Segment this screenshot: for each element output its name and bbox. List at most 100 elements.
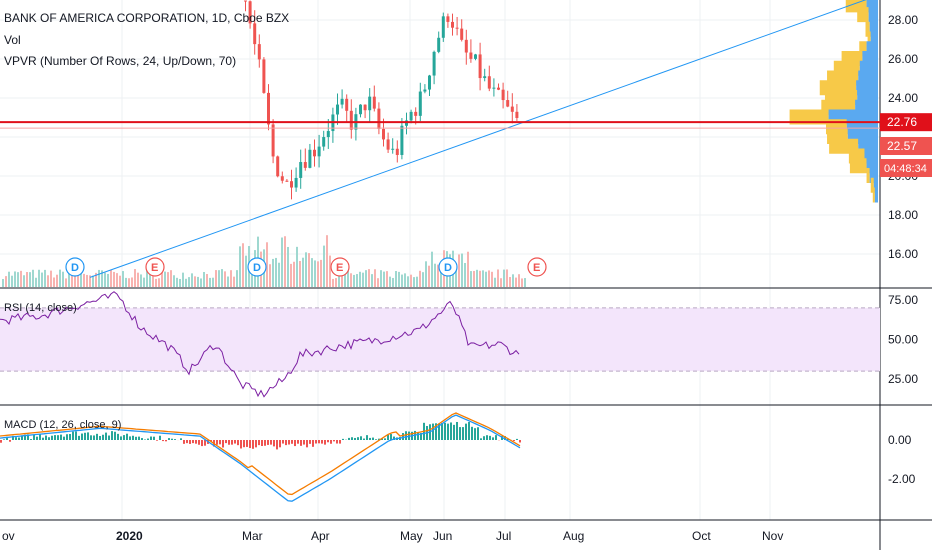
candle-body xyxy=(497,87,500,90)
macd-histogram-bar xyxy=(0,440,2,443)
volume-bar xyxy=(374,269,376,287)
volume-bar xyxy=(80,272,82,287)
macd-histogram-bar xyxy=(240,440,242,449)
macd-histogram-bar xyxy=(393,436,395,440)
volume-bar xyxy=(59,269,61,287)
macd-histogram-bar xyxy=(111,431,113,440)
volume-bar xyxy=(137,272,139,287)
volume-bar xyxy=(308,253,310,287)
macd-histogram-bar xyxy=(474,428,476,440)
macd-histogram-bar xyxy=(477,427,479,440)
macd-histogram-bar xyxy=(60,434,62,440)
volume-bar xyxy=(341,271,343,287)
countdown-label-bg xyxy=(880,159,932,177)
volume-bar xyxy=(26,272,28,287)
volume-bar xyxy=(311,258,313,287)
macd-histogram-bar xyxy=(165,440,167,442)
volume-bar xyxy=(314,260,316,287)
macd-histogram-bar xyxy=(159,435,161,440)
volume-legend: Vol xyxy=(4,33,21,47)
macd-histogram-bar xyxy=(309,440,311,444)
volume-bar xyxy=(464,263,466,287)
volume-bar xyxy=(473,270,475,287)
time-tick-label: Jun xyxy=(433,529,452,543)
macd-histogram-bar xyxy=(138,436,140,440)
volume-bar xyxy=(434,263,436,287)
volume-bar xyxy=(83,273,85,287)
candle-body xyxy=(483,76,487,79)
candle-body xyxy=(257,44,261,60)
volume-bar xyxy=(284,236,286,287)
rsi-line xyxy=(0,291,520,398)
volume-bar xyxy=(440,268,442,287)
time-tick-label: Oct xyxy=(692,529,711,543)
volume-bar xyxy=(224,271,226,287)
macd-histogram-bar xyxy=(189,440,191,444)
macd-histogram-bar xyxy=(192,440,194,444)
macd-histogram-bar xyxy=(24,434,26,440)
macd-histogram-bar xyxy=(402,433,404,440)
macd-histogram-bar xyxy=(300,440,302,446)
volume-bar xyxy=(407,276,409,287)
volume-bar xyxy=(425,261,427,287)
macd-histogram-bar xyxy=(312,440,314,447)
macd-histogram-bar xyxy=(216,440,218,445)
macd-histogram-bar xyxy=(261,440,263,446)
macd-histogram-bar xyxy=(282,440,284,444)
candle-body xyxy=(280,176,284,181)
macd-histogram-bar xyxy=(123,435,125,440)
macd-histogram-bar xyxy=(444,422,446,440)
candle-body xyxy=(510,106,514,112)
macd-histogram-bar xyxy=(90,435,92,440)
candle-body xyxy=(464,39,468,53)
candle-body xyxy=(336,104,339,115)
macd-histogram-bar xyxy=(450,422,452,440)
volume-bar xyxy=(515,277,517,287)
macd-histogram-bar xyxy=(489,435,491,440)
macd-histogram-bar xyxy=(3,439,5,440)
macd-histogram-bar xyxy=(372,437,374,440)
volume-bar xyxy=(239,246,241,287)
volume-bar xyxy=(2,278,4,287)
time-tick-label: Aug xyxy=(563,529,584,543)
volume-bar xyxy=(272,258,274,287)
macd-histogram-bar xyxy=(84,432,86,440)
volume-bar xyxy=(17,272,19,287)
macd-line xyxy=(0,414,521,502)
volume-bar xyxy=(329,255,331,287)
macd-histogram-bar xyxy=(222,440,224,448)
macd-histogram-bar xyxy=(66,434,68,440)
macd-histogram-bar xyxy=(12,435,14,440)
macd-histogram-bar xyxy=(219,440,221,445)
price-tick-label: 28.00 xyxy=(888,13,918,27)
volume-bar xyxy=(383,271,385,287)
macd-histogram-bar xyxy=(459,427,461,440)
rsi-tick-label: 25.00 xyxy=(888,372,918,386)
candle-body xyxy=(469,52,473,59)
volume-bar xyxy=(161,272,163,287)
candle-body xyxy=(437,37,441,52)
candle-body xyxy=(244,0,247,2)
candle-body xyxy=(414,111,418,116)
volume-bar xyxy=(389,276,391,287)
event-marker-label: D xyxy=(444,262,452,274)
volume-bar xyxy=(482,270,484,287)
time-tick-label: May xyxy=(400,529,423,543)
volume-profile-up-bar xyxy=(870,31,878,47)
macd-histogram-bar xyxy=(483,436,485,440)
volume-bar xyxy=(386,271,388,287)
volume-bar xyxy=(98,269,100,287)
candle-body xyxy=(428,75,431,90)
volume-bar xyxy=(296,246,298,287)
volume-bar xyxy=(497,269,499,287)
macd-histogram-bar xyxy=(54,435,56,440)
volume-profile-down-bar xyxy=(870,177,874,193)
volume-bar xyxy=(188,277,190,287)
volume-bar xyxy=(467,251,469,287)
macd-histogram-bar xyxy=(30,439,32,440)
candle-body xyxy=(492,87,496,89)
volume-bar xyxy=(509,277,511,287)
volume-bar xyxy=(344,270,346,287)
macd-histogram-bar xyxy=(48,437,50,440)
